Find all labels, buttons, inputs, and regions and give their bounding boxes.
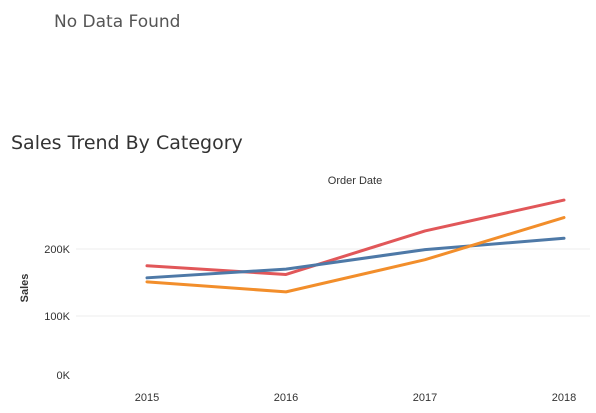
x-tick-label: 2016 (274, 392, 298, 404)
x-axis-header: Order Date (328, 175, 382, 187)
series-line-3 (145, 216, 566, 294)
x-tick-label: 2018 (552, 392, 576, 404)
y-tick-label: 0K (57, 370, 71, 382)
gridlines (76, 248, 590, 317)
y-tick-label: 200K (44, 244, 70, 256)
series-line-1 (145, 198, 566, 276)
x-tick-label: 2015 (135, 392, 159, 404)
series-line-2 (145, 236, 566, 280)
series-lines (145, 198, 566, 294)
x-axis-ticks: 2015 2016 2017 2018 (135, 392, 576, 404)
y-tick-label: 100K (44, 311, 70, 323)
x-tick-label: 2017 (413, 392, 437, 404)
y-axis-title: Sales (19, 274, 31, 303)
no-data-message: No Data Found (54, 12, 181, 32)
chart-title: Sales Trend By Category (11, 132, 243, 154)
y-axis-ticks: 0K 100K 200K (44, 244, 70, 382)
